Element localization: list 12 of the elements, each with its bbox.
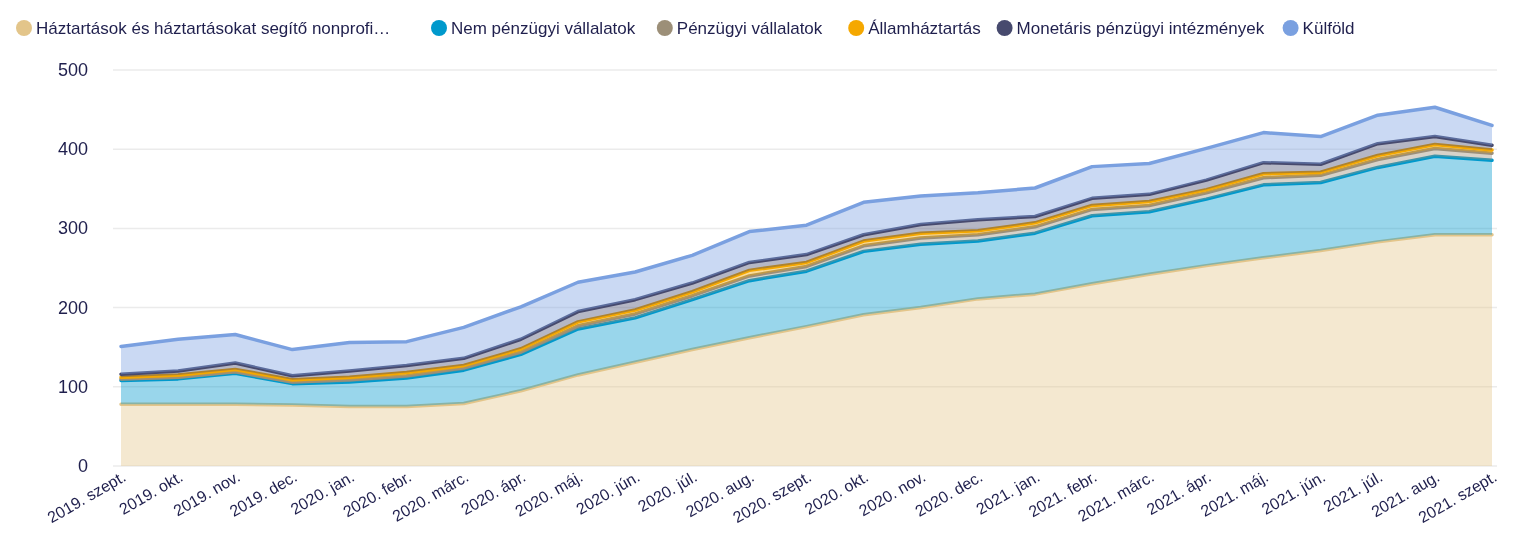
legend-label: Külföld [1302, 19, 1355, 38]
y-tick-label: 500 [57, 60, 88, 80]
y-tick-label: 0 [77, 456, 88, 476]
y-tick-label: 100 [57, 376, 88, 397]
legend-label: Monetáris pénzügyi intézmények [1016, 19, 1265, 38]
legend-label: Pénzügyi vállalatok [676, 19, 823, 38]
legend-label: Államháztartás [868, 19, 981, 38]
legend-label: Nem pénzügyi vállalatok [451, 19, 636, 38]
y-tick-label: 200 [57, 297, 88, 318]
legend-label: Háztartások és háztartásokat segítő nonprofi… [36, 19, 391, 38]
y-tick-label: 400 [57, 139, 88, 160]
y-tick-label: 300 [57, 218, 88, 239]
